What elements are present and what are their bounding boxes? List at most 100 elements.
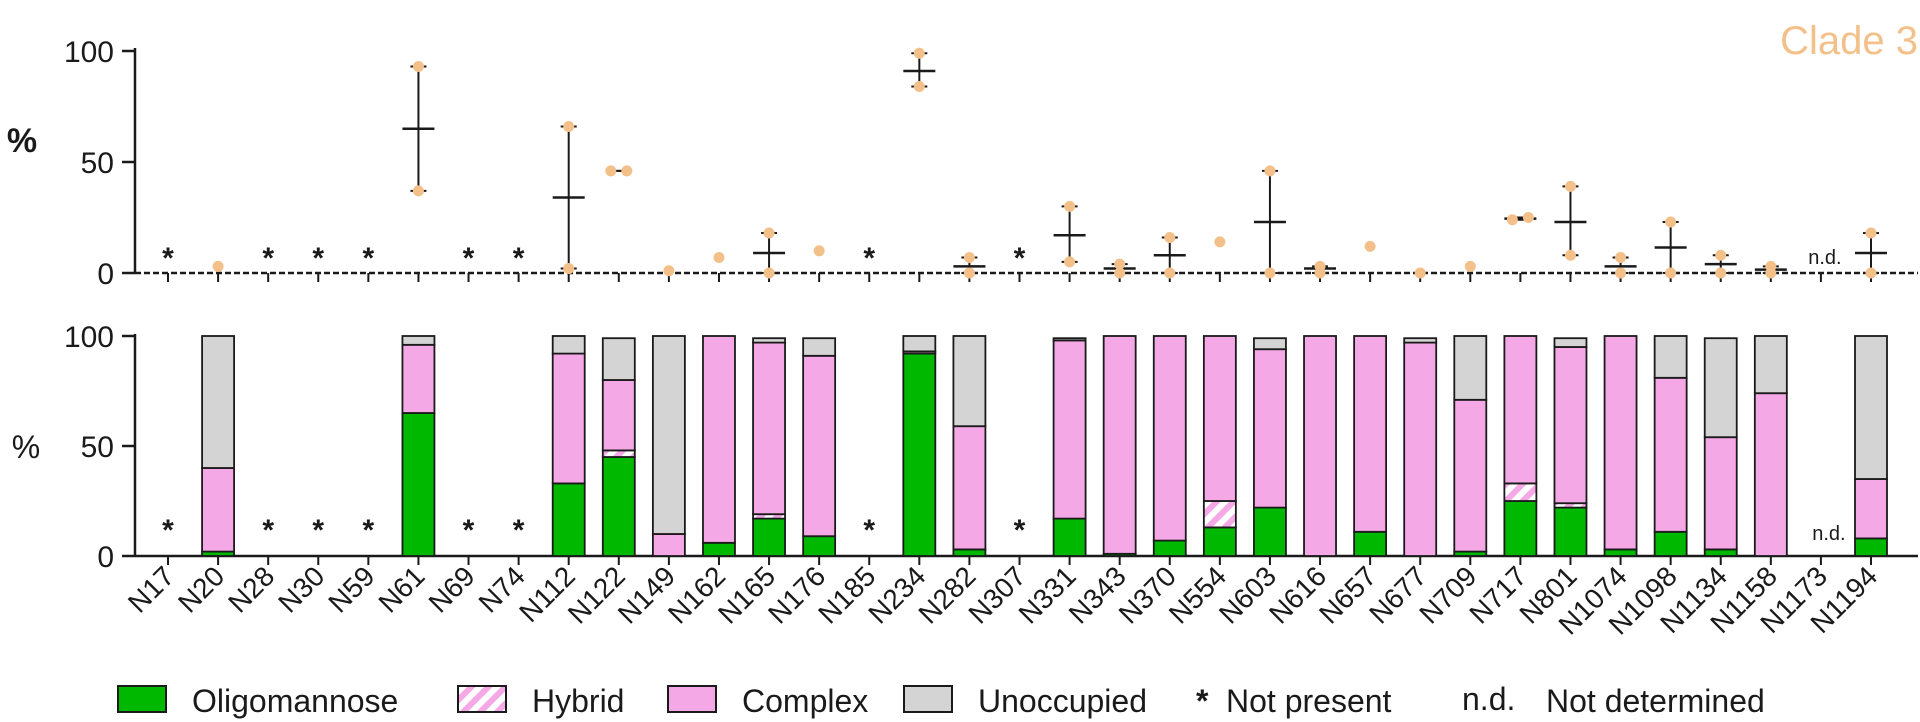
site-label-N234: N234 <box>862 560 931 629</box>
site-label-N331: N331 <box>1013 560 1082 629</box>
top-point-N149-0 <box>663 265 675 277</box>
bar-unoccupied-N1098 <box>1653 335 1688 379</box>
bar-complex-N162 <box>702 335 736 544</box>
top-point-N1194-0 <box>1865 267 1877 279</box>
top-panel: Clade 3 % 0 50 100 * * * * * * * * n.d. <box>7 19 1918 291</box>
bar-complex-N122 <box>601 379 636 452</box>
bar-oligomannose-N554 <box>1202 526 1237 557</box>
bar-oligomannose-N165 <box>752 517 786 557</box>
site-label-N343: N343 <box>1063 560 1132 629</box>
bar-unoccupied-N709 <box>1453 335 1488 401</box>
site-label-N603: N603 <box>1213 560 1282 629</box>
top-title: Clade 3 <box>1780 19 1918 63</box>
bar-complex-N370 <box>1152 335 1187 542</box>
site-label-N59: N59 <box>322 560 380 618</box>
bottom-not-present-N185: * <box>863 514 875 547</box>
bar-complex-N1074 <box>1603 335 1638 551</box>
bottom-ytick-label-100: 100 <box>64 321 114 354</box>
legend-star: * <box>1196 683 1209 719</box>
top-point-N20-0 <box>212 260 224 272</box>
bar-unoccupied-N801 <box>1553 337 1588 348</box>
bar-complex-N176 <box>802 354 837 538</box>
site-label-N162: N162 <box>662 560 731 629</box>
site-label-N61: N61 <box>372 560 430 618</box>
top-point-N1098-0 <box>1665 267 1677 279</box>
bar-complex-N20 <box>201 467 235 553</box>
bar-complex-N616 <box>1303 335 1337 557</box>
bar-unoccupied-N603 <box>1253 337 1287 351</box>
legend-swatch-oligomannose <box>117 685 167 713</box>
site-label-N709: N709 <box>1413 560 1482 629</box>
top-point-N801-0 <box>1564 249 1576 261</box>
site-label-N28: N28 <box>222 560 280 618</box>
top-not-present-N74: * <box>513 242 525 275</box>
top-not-present-N28: * <box>262 242 274 275</box>
bar-oligomannose-N1098 <box>1653 530 1688 557</box>
site-label-N149: N149 <box>612 560 681 629</box>
top-point-N1134-0 <box>1715 267 1727 279</box>
top-nd-N1173: n.d. <box>1808 247 1841 269</box>
bar-unoccupied-N165 <box>752 337 786 344</box>
top-point-N1194-1 <box>1865 227 1877 239</box>
bar-unoccupied-N234 <box>902 335 937 353</box>
top-point-N657-0 <box>1364 240 1376 252</box>
bar-hybrid-N554 <box>1202 500 1237 529</box>
legend-label-not-determined: Not determined <box>1546 683 1765 719</box>
bar-complex-N1194 <box>1854 478 1888 540</box>
legend: Oligomannose Hybrid Complex Unoccupied *… <box>117 681 1765 719</box>
bar-oligomannose-N61 <box>401 412 436 557</box>
top-point-N122-0 <box>605 165 617 177</box>
legend-nd: n.d. <box>1462 681 1515 717</box>
site-label-N17: N17 <box>122 560 180 618</box>
legend-swatch-complex <box>667 685 717 713</box>
top-point-N112-0 <box>563 263 575 275</box>
bar-oligomannose-N282 <box>952 548 987 557</box>
legend-label-oligomannose: Oligomannose <box>192 683 398 719</box>
bottom-ytick-label-0: 0 <box>97 541 114 574</box>
top-ytick-label-0: 0 <box>97 258 114 291</box>
top-not-present-N307: * <box>1014 242 1026 275</box>
top-y-label: % <box>7 122 37 160</box>
bottom-not-present-N59: * <box>363 514 375 547</box>
bar-oligomannose-N234 <box>902 352 937 557</box>
legend-label-complex: Complex <box>742 683 868 719</box>
bar-complex-N677 <box>1403 341 1438 557</box>
bar-hybrid-N122 <box>601 449 636 458</box>
bottom-ytick-label-50: 50 <box>81 431 114 464</box>
top-point-N234-0 <box>913 81 925 93</box>
bar-complex-N282 <box>952 425 987 551</box>
bar-complex-N343 <box>1102 335 1137 555</box>
site-label-N677: N677 <box>1363 560 1432 629</box>
top-point-N1158-1 <box>1765 260 1777 272</box>
site-label-N616: N616 <box>1263 560 1332 629</box>
bar-complex-N1134 <box>1703 436 1738 551</box>
top-point-N282-1 <box>963 251 975 263</box>
bottom-not-present-N28: * <box>262 514 274 547</box>
legend-label-not-present: Not present <box>1226 683 1392 719</box>
site-label-N717: N717 <box>1463 560 1532 629</box>
top-not-present-N69: * <box>463 242 475 275</box>
site-label-N370: N370 <box>1113 560 1182 629</box>
bottom-y-label: % <box>12 429 40 465</box>
bottom-not-present-N307: * <box>1014 514 1026 547</box>
top-not-present-N59: * <box>363 242 375 275</box>
bar-oligomannose-N112 <box>551 482 586 557</box>
top-point-N122-1 <box>621 165 633 177</box>
top-point-N616-1 <box>1314 260 1326 272</box>
bottom-not-present-N30: * <box>312 514 324 547</box>
bar-oligomannose-N162 <box>702 541 736 557</box>
bar-unoccupied-N1134 <box>1703 337 1738 439</box>
bar-complex-N331 <box>1052 339 1087 520</box>
bar-unoccupied-N677 <box>1403 337 1438 344</box>
bar-unoccupied-N1194 <box>1854 335 1888 480</box>
bar-complex-N1158 <box>1753 392 1788 557</box>
bar-oligomannose-N122 <box>601 456 636 557</box>
top-point-N61-0 <box>412 185 424 197</box>
top-point-N370-1 <box>1164 231 1176 243</box>
top-point-N603-1 <box>1264 165 1276 177</box>
bar-oligomannose-N1134 <box>1703 548 1738 557</box>
site-label-N69: N69 <box>423 560 481 618</box>
legend-swatch-unoccupied <box>903 685 953 713</box>
